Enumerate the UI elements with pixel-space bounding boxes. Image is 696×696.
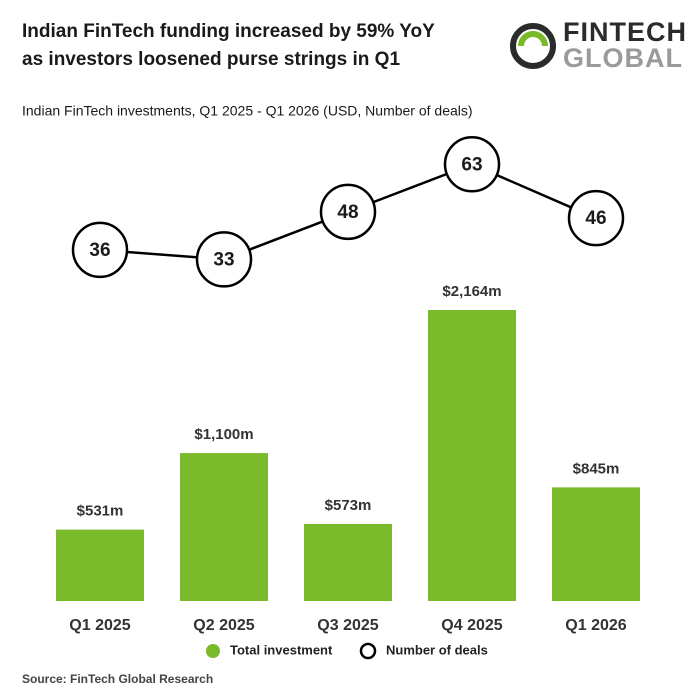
bar — [552, 487, 640, 601]
chart-title: as investors loosened purse strings in Q… — [22, 49, 400, 70]
logo-text: FINTECH — [563, 17, 687, 47]
deal-marker — [567, 189, 625, 247]
logo: FINTECH GLOBAL — [510, 17, 687, 73]
bar — [428, 310, 516, 601]
x-tick-label: Q1 2026 — [565, 617, 626, 634]
deal-marker — [319, 183, 377, 241]
chart-subtitle: Indian FinTech investments, Q1 2025 - Q1… — [22, 103, 473, 119]
deal-marker — [195, 231, 253, 288]
bar — [180, 453, 268, 601]
source: Source: FinTech Global Research — [22, 672, 213, 686]
legend-label: Total investment — [230, 642, 333, 657]
deal-label: 48 — [337, 202, 358, 223]
legend-swatch — [359, 642, 377, 660]
bar — [304, 523, 392, 601]
x-tick-label: Q3 2025 — [317, 617, 378, 634]
value-label: $1,100m — [194, 426, 253, 443]
value-label: $845m — [573, 460, 620, 477]
logo-arc — [518, 31, 548, 47]
value-label: $531m — [77, 503, 124, 520]
logo-text: GLOBAL — [563, 43, 683, 73]
value-label: $2,164m — [442, 283, 501, 300]
value-label: $573m — [325, 497, 372, 514]
deal-marker — [71, 221, 129, 279]
chart-title: Indian FinTech funding increased by 59% … — [22, 21, 435, 42]
deal-label: 33 — [213, 249, 234, 270]
deal-label: 36 — [89, 240, 110, 261]
bar — [56, 529, 144, 601]
deal-marker — [443, 136, 501, 193]
legend-label: Number of deals — [386, 642, 488, 657]
x-tick-label: Q4 2025 — [441, 617, 502, 634]
deal-label: 63 — [461, 154, 482, 175]
logo-ring — [510, 23, 556, 69]
legend-swatch — [206, 644, 220, 658]
x-tick-label: Q2 2025 — [193, 617, 254, 634]
x-tick-label: Q1 2025 — [69, 617, 130, 634]
deal-label: 46 — [585, 208, 606, 229]
